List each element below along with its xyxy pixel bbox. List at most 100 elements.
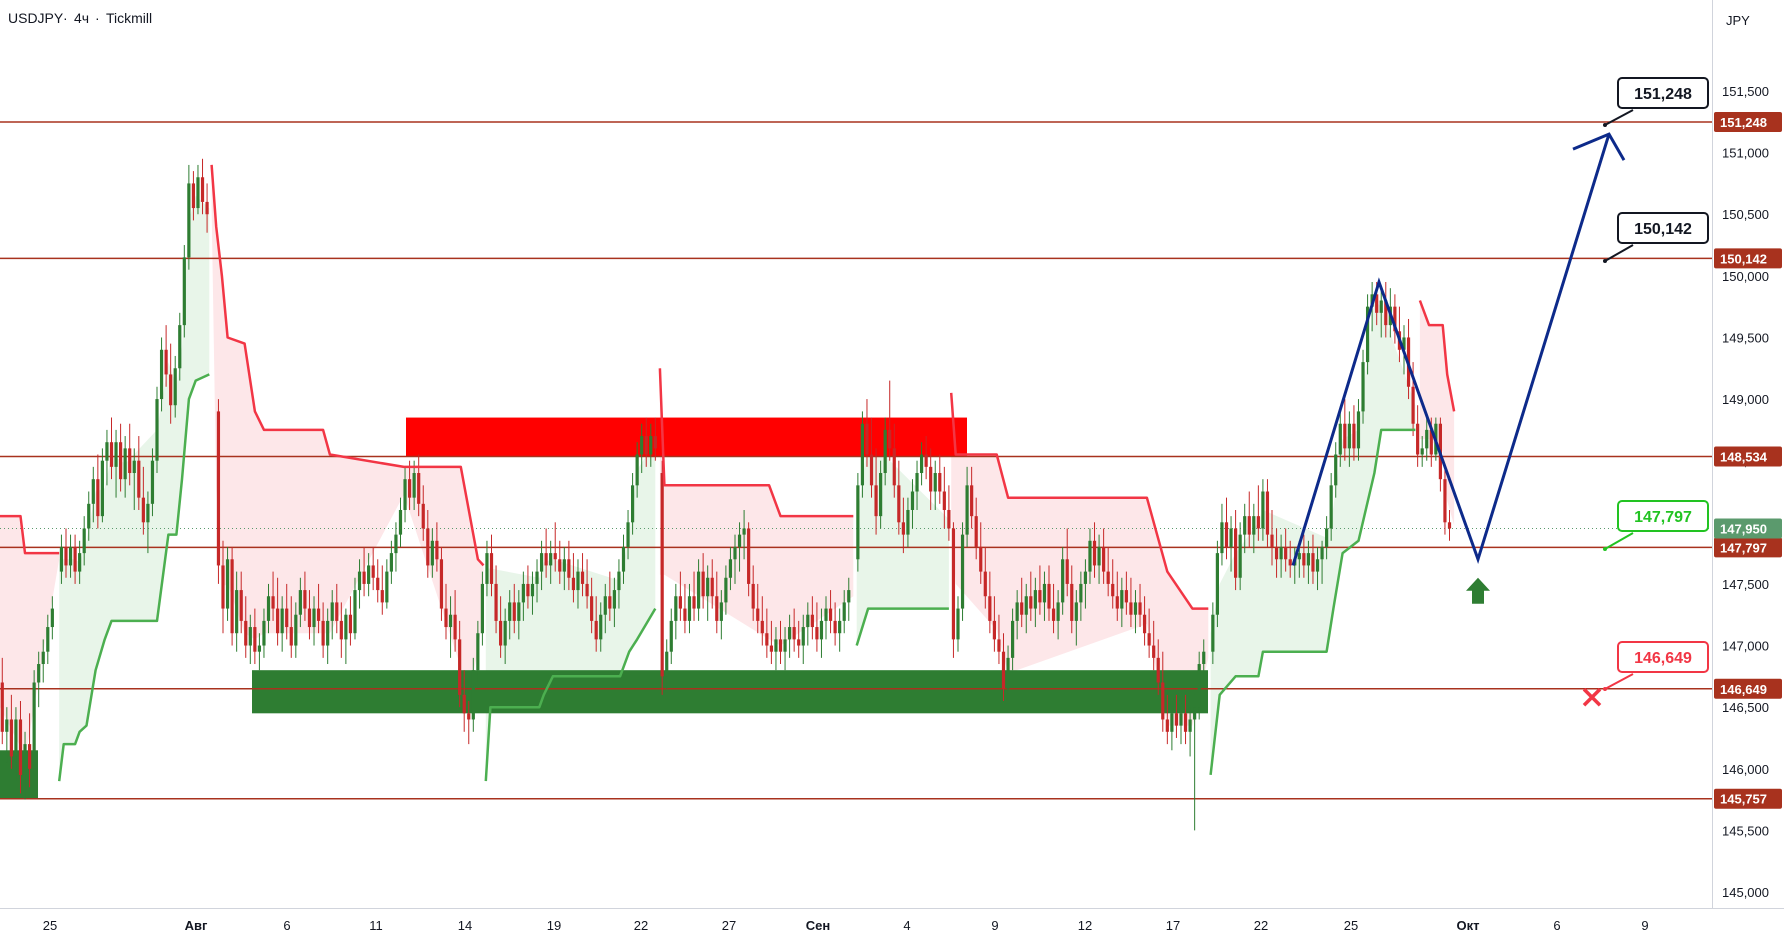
symbol-label[interactable]: USDJPY xyxy=(8,10,64,26)
time-tick-label: 4 xyxy=(903,918,910,933)
candle-bear xyxy=(765,633,769,646)
candle-bull xyxy=(617,571,621,591)
candle-bear xyxy=(865,423,869,455)
candle-bear xyxy=(444,608,448,628)
candle-bull xyxy=(1170,713,1174,732)
candle-bull xyxy=(448,614,453,628)
candle-bear xyxy=(974,516,978,547)
candle-bear xyxy=(567,559,571,578)
candle-bear xyxy=(307,608,312,628)
candle-bear xyxy=(1147,633,1151,646)
candle-bear xyxy=(239,590,243,621)
price-axis-background xyxy=(1713,0,1784,943)
price-tag-box xyxy=(1714,788,1782,809)
candle-bull xyxy=(150,460,155,504)
candle-bull xyxy=(257,645,262,652)
supertrend-down-line xyxy=(0,514,60,555)
candle-bull xyxy=(1334,454,1338,486)
candle-bull xyxy=(1338,423,1342,455)
candle-bear xyxy=(9,719,13,757)
candle-bear xyxy=(1129,602,1133,615)
candle-bear xyxy=(594,620,598,640)
price-tick-label: 146,500 xyxy=(1722,700,1769,715)
candle-bull xyxy=(187,183,191,258)
callout-label: 147,797 xyxy=(1634,509,1692,526)
current-price-label: 147,950 xyxy=(1720,521,1767,536)
candle-bear xyxy=(119,442,123,480)
price-tick-label: 150,000 xyxy=(1722,269,1769,284)
candle-bear xyxy=(376,577,380,591)
candle-bull xyxy=(879,473,883,517)
candle-bull xyxy=(612,590,616,609)
candle-bull xyxy=(1320,546,1324,560)
candle-bull xyxy=(235,590,239,634)
candle-bear xyxy=(221,565,225,609)
candle-bear xyxy=(1429,429,1433,455)
price-tick-label: 149,000 xyxy=(1722,392,1769,407)
candle-bull xyxy=(353,590,357,634)
price-axis[interactable]: JPY 145,000145,500146,000146,500147,0001… xyxy=(1712,0,1784,943)
candle-bear xyxy=(1106,571,1110,584)
candle-bull xyxy=(915,473,919,492)
candle-bear xyxy=(951,528,956,640)
candle-bull xyxy=(1215,553,1219,615)
candle-bear xyxy=(371,565,375,578)
candle-bull xyxy=(801,627,805,646)
candle-bear xyxy=(205,201,209,215)
time-tick-label: 27 xyxy=(722,918,736,933)
candle-bull xyxy=(669,620,673,652)
interval-label[interactable]: 4ч xyxy=(74,10,89,26)
candle-bear xyxy=(271,596,275,609)
candle-bull xyxy=(824,608,828,621)
candle-bear xyxy=(1029,596,1033,609)
price-tag: 146,649 xyxy=(1714,678,1782,699)
candle-bear xyxy=(1156,657,1160,683)
supertrend-lines xyxy=(0,164,1456,782)
candle-bull xyxy=(883,429,887,474)
candle-bear xyxy=(1051,608,1056,621)
candle-bull xyxy=(1033,590,1037,609)
candle-bear xyxy=(1224,522,1229,547)
currency-label[interactable]: JPY xyxy=(1726,13,1750,28)
candle-bull xyxy=(412,473,416,498)
candle-bear xyxy=(96,479,100,517)
candle-bull xyxy=(530,583,535,597)
time-axis[interactable]: 25 Авг 6 11 14 19 22 27 Сен 4 9 12 17 22 25 Окт 6 9 xyxy=(0,908,1784,934)
candle-bull xyxy=(1061,559,1065,603)
candle-bull xyxy=(965,485,969,535)
candle-bear xyxy=(1047,583,1051,609)
zones xyxy=(0,417,1208,799)
candle-bear xyxy=(683,608,687,621)
candle-bull xyxy=(960,534,965,609)
candle-bear xyxy=(992,620,996,640)
candle-bear xyxy=(141,497,145,523)
candle-bull xyxy=(535,571,539,584)
candle-bull xyxy=(860,423,865,486)
candle-bear xyxy=(1384,300,1388,326)
price-tag-box xyxy=(1714,678,1782,699)
time-ticks: 25 Авг 6 11 14 19 22 27 Сен 4 9 12 17 22 25 Окт 6 9 xyxy=(43,918,1649,933)
candle-bull xyxy=(1133,602,1138,615)
candle-bear xyxy=(1411,386,1415,424)
candle-bear xyxy=(988,596,992,621)
candle-bull xyxy=(1179,713,1183,726)
candle-bull xyxy=(503,620,507,646)
candle-bear xyxy=(1115,596,1119,609)
candle-bear xyxy=(1142,614,1147,634)
price-tick-label: 147,000 xyxy=(1722,639,1769,654)
candle-bear xyxy=(797,639,801,646)
candle-bear xyxy=(1038,590,1042,603)
price-tag: 145,757 xyxy=(1714,788,1782,809)
candle-bull xyxy=(1202,651,1206,665)
candle-bull xyxy=(23,744,27,775)
candle-bull xyxy=(640,436,644,455)
candle-bull xyxy=(576,571,580,591)
candle-bull xyxy=(1420,448,1424,455)
candle-bull xyxy=(549,553,553,566)
candle-bull xyxy=(266,596,271,621)
price-tick-label: 145,000 xyxy=(1722,885,1769,900)
price-callout: 146,649 xyxy=(1603,641,1709,691)
candle-bull xyxy=(91,479,95,504)
